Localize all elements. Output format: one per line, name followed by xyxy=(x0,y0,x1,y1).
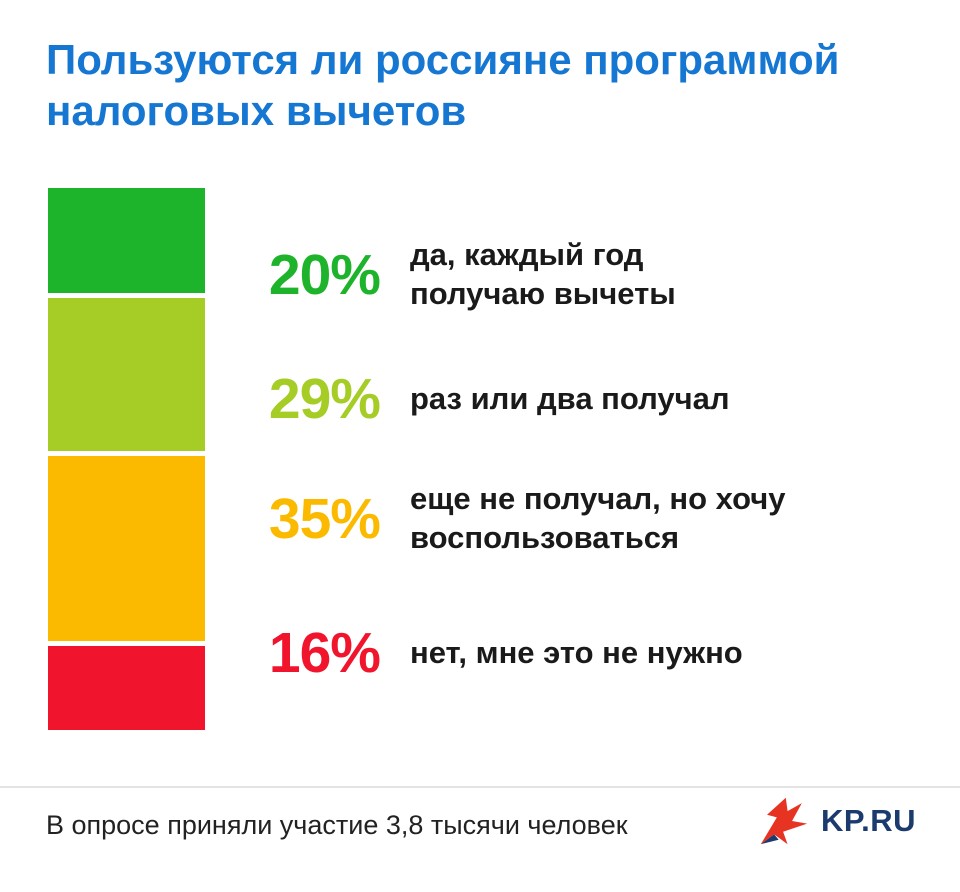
percent-value: 16% xyxy=(268,621,381,685)
percent-value: 29% xyxy=(268,367,381,431)
answer-label: еще не получал, но хочу воспользоваться xyxy=(410,481,786,555)
stacked-bar-chart: 20% да, каждый год получаю вычеты 29% ра… xyxy=(48,188,912,730)
bar-segment xyxy=(48,298,205,452)
brand-text: KP.RU xyxy=(821,803,916,838)
legend-row: 20% да, каждый год получаю вычеты xyxy=(220,236,676,314)
survey-note: В опросе приняли участие 3,8 тысячи чело… xyxy=(46,810,628,840)
bar-segment xyxy=(48,645,205,730)
answer-label: нет, мне это не нужно xyxy=(410,634,743,670)
answer-label: раз или два получал xyxy=(410,380,730,416)
kp-ru-logo[interactable]: KP.RU xyxy=(755,796,916,846)
bar-segment xyxy=(48,456,205,641)
answer-label: да, каждый год получаю вычеты xyxy=(410,237,676,311)
bar-segment xyxy=(48,188,205,294)
kp-bird-icon xyxy=(755,796,813,846)
stacked-bar xyxy=(48,188,205,730)
page-title: Пользуются ли россияне программой налого… xyxy=(46,36,840,135)
legend-row: 16% нет, мне это не нужно xyxy=(220,620,743,686)
legend-row: 29% раз или два получал xyxy=(220,366,730,432)
legend-row: 35% еще не получал, но хочу воспользоват… xyxy=(220,480,786,558)
percent-value: 35% xyxy=(268,486,381,551)
percent-value: 20% xyxy=(268,242,381,307)
footer-divider xyxy=(0,786,960,788)
